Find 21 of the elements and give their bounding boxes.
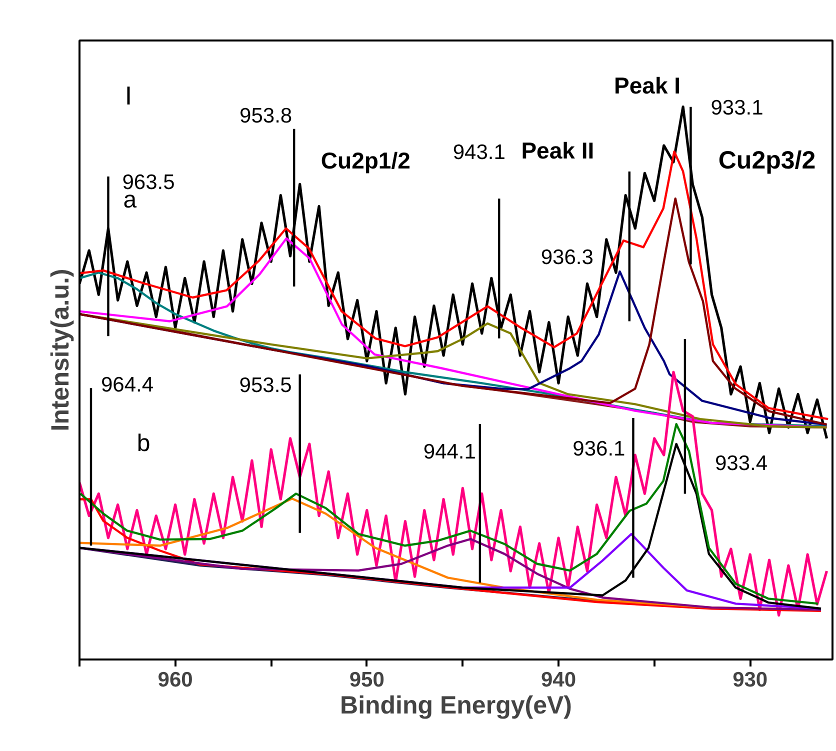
annotation: 936.1 — [572, 437, 626, 460]
annotation: 953.5 — [239, 374, 292, 397]
annotation: 936.3 — [540, 246, 594, 270]
annotation: Peak II — [521, 138, 594, 164]
annotation: 933.1 — [710, 96, 764, 120]
annotation: 933.4 — [714, 452, 768, 476]
annotation: Cu2p1/2 — [320, 148, 410, 174]
annotation: Cu2p3/2 — [718, 146, 816, 175]
annotation: b — [136, 430, 150, 457]
x-tick-label: 960 — [158, 668, 193, 692]
annotation: 944.1 — [423, 440, 476, 464]
annotation: 943.1 — [452, 141, 506, 164]
x-tick-label: 940 — [540, 668, 576, 692]
text: Peak I — [614, 72, 681, 99]
annotation: I — [124, 80, 132, 111]
x-axis-title: Binding Energy(eV) — [340, 692, 572, 720]
x-tick-label: 930 — [732, 668, 768, 692]
x-tick-label: 950 — [349, 668, 384, 692]
annotation: 953.8 — [240, 104, 292, 128]
y-axis-title: Intensity(a.u.) — [46, 268, 74, 432]
annotation: 964.4 — [100, 374, 154, 397]
